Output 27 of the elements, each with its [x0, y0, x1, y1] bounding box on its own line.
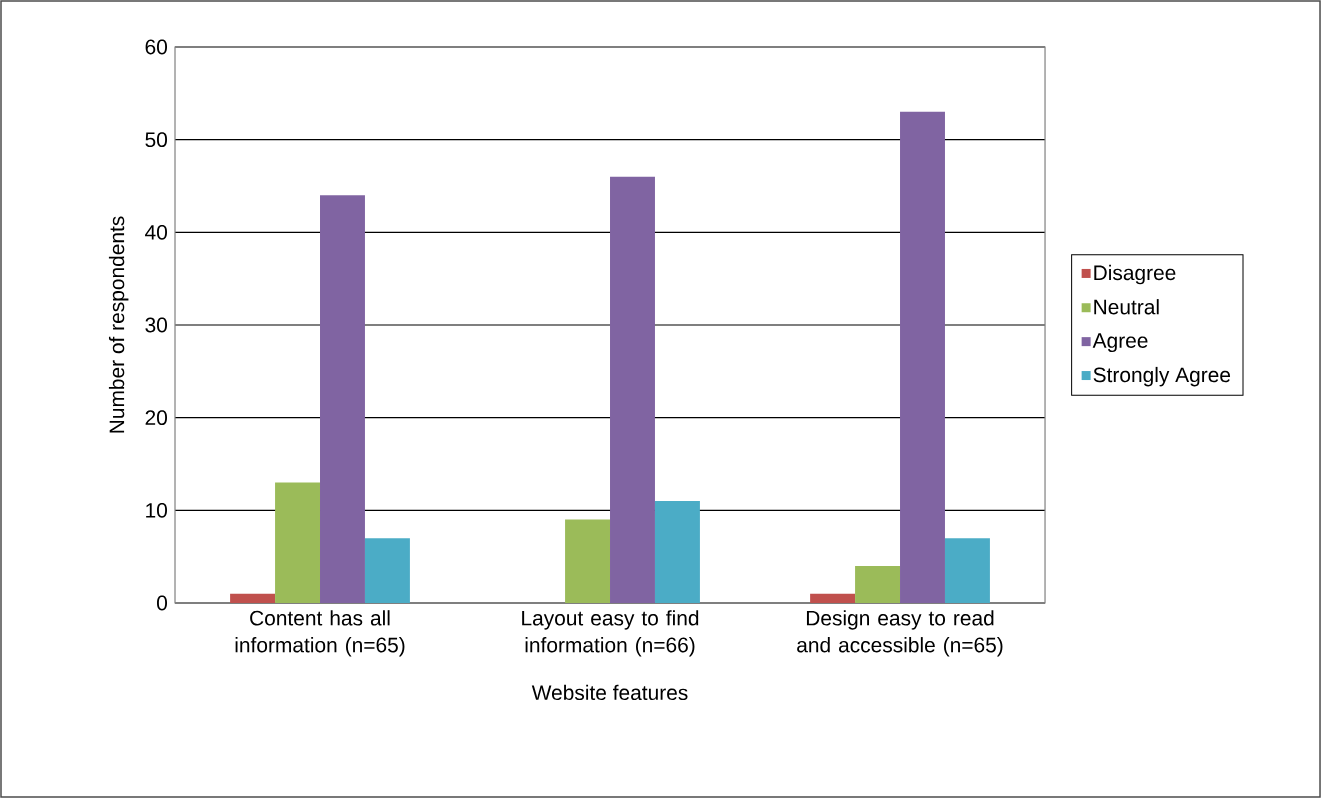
bar: [900, 111, 945, 603]
y-tick-label: 40: [145, 224, 168, 240]
legend-label: Strongly Agree: [1093, 366, 1231, 387]
legend-label: Agree: [1092, 333, 1148, 353]
y-tick-label: 50: [145, 132, 168, 148]
bar: [810, 593, 856, 603]
x-tick-label: Content has all information (n=65): [235, 610, 405, 657]
y-tick-label: 10: [146, 502, 168, 518]
bar: [565, 519, 611, 603]
legend-label: Neutral: [1094, 299, 1159, 315]
y-tick-label: 0: [157, 595, 168, 611]
legend-label: Disagree: [1094, 264, 1176, 285]
bar: [364, 538, 410, 603]
y-tick-label: 60: [145, 39, 168, 55]
y-tick-label: 20: [145, 410, 168, 426]
bar: [944, 538, 990, 603]
bar: [610, 176, 655, 603]
y-tick-label: 30: [145, 317, 168, 333]
y-axis-title: Number of respondents: [108, 216, 129, 433]
bar: [320, 195, 365, 603]
bar: [230, 593, 276, 603]
bar: [855, 565, 901, 603]
bar: [275, 482, 321, 603]
x-axis-title: Website features: [531, 684, 688, 701]
bar: [654, 501, 700, 603]
x-tick-label: Layout easy to find information (n=66): [522, 610, 699, 657]
x-tick-label: Design easy to read and accessible (n=65): [797, 610, 1003, 657]
